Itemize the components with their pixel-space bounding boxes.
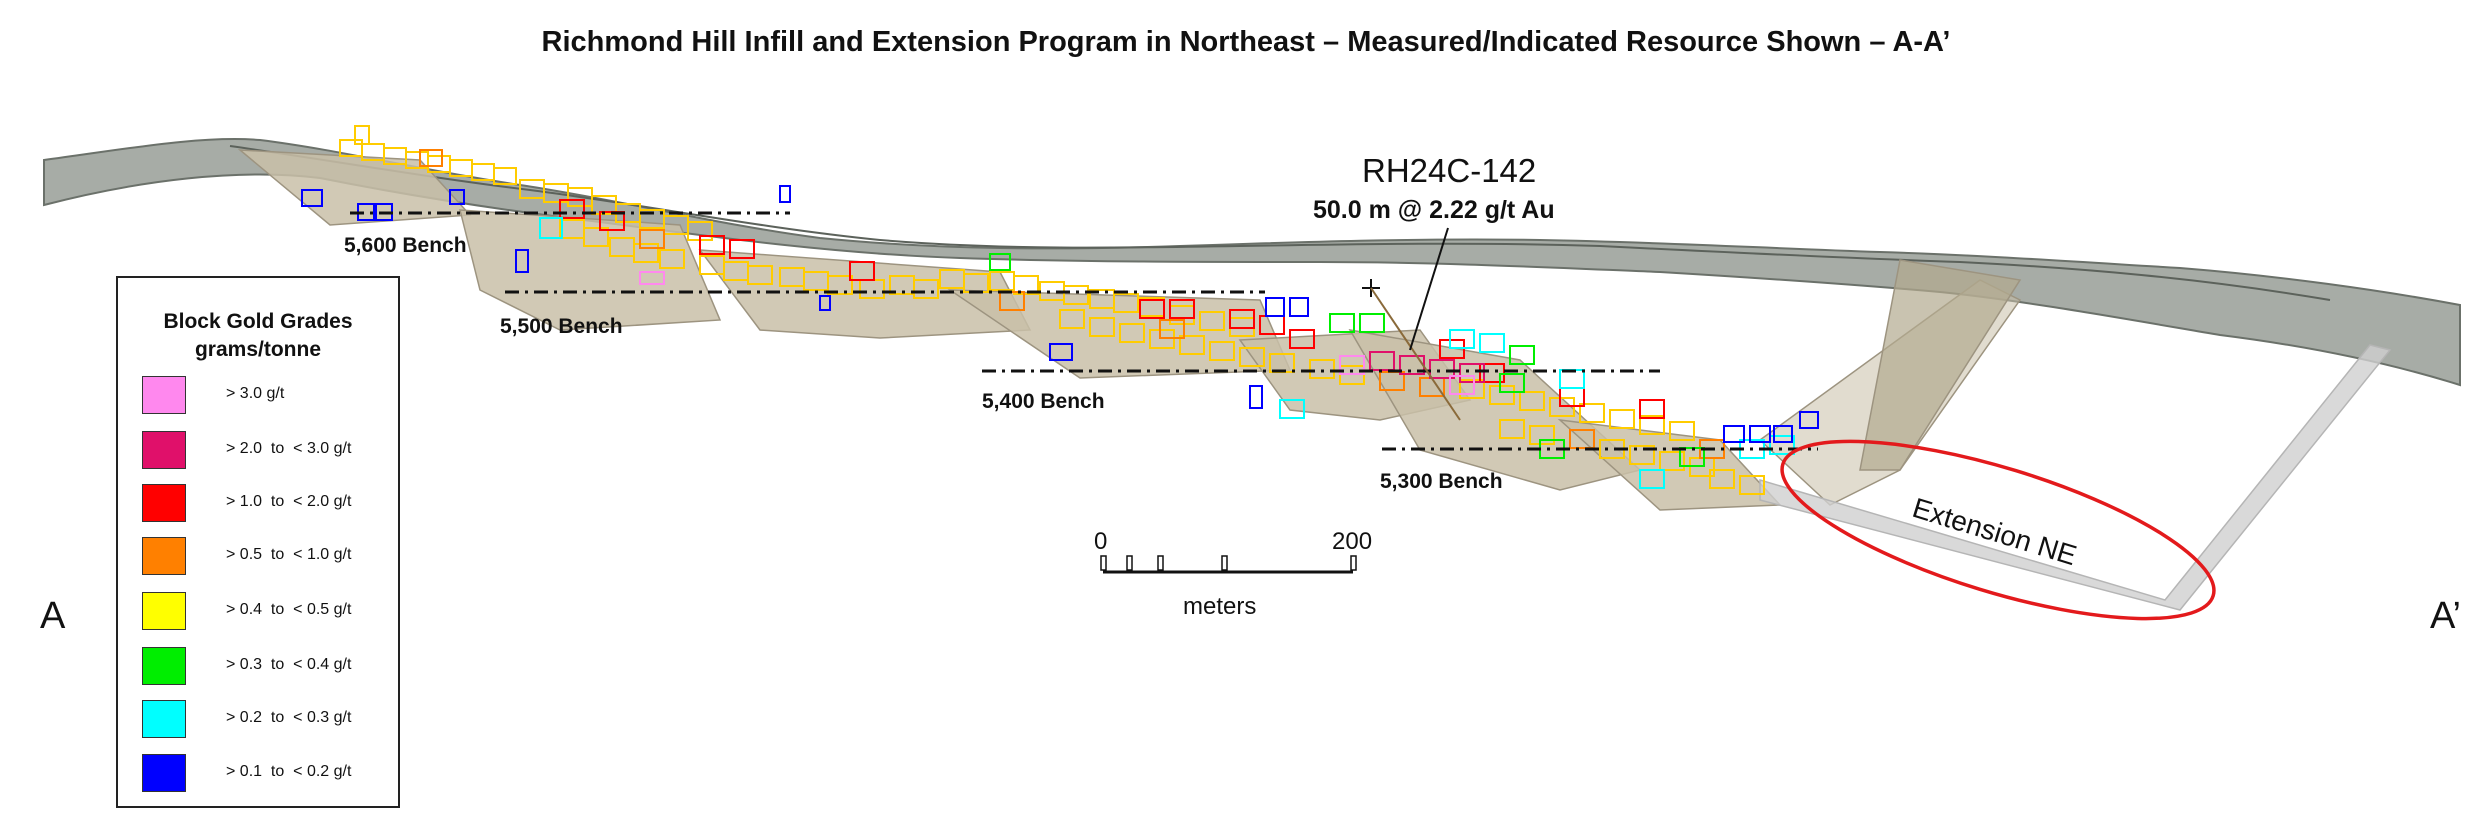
drill-intercept: 50.0 m @ 2.22 g/t Au [1313, 196, 1555, 224]
legend-swatch [142, 431, 186, 469]
legend-swatch [142, 592, 186, 630]
legend-item-label: > 2.0 to < 3.0 g/t [226, 440, 352, 457]
bench-label-5400: 5,400 Bench [982, 390, 1105, 413]
grade-legend: Block Gold Grades grams/tonne > 3.0 g/t … [116, 276, 400, 808]
extension-ghost-pit [1759, 344, 2392, 611]
legend-item: > 2.0 to < 3.0 g/t [142, 431, 392, 471]
legend-item-label: > 0.4 to < 0.5 g/t [226, 601, 352, 618]
legend-item-label: > 3.0 g/t [226, 385, 285, 402]
legend-title-line1: Block Gold Grades [163, 310, 353, 333]
scale-end-label: 200 [1332, 528, 1373, 555]
legend-swatch [142, 376, 186, 414]
legend-title: Block Gold Grades grams/tonne [118, 308, 398, 364]
legend-item-label: > 1.0 to < 2.0 g/t [226, 493, 352, 510]
scale-bar [1100, 555, 1357, 574]
bench-label-5300: 5,300 Bench [1380, 470, 1503, 493]
legend-item-label: > 0.5 to < 1.0 g/t [226, 546, 352, 563]
extension-ne-ellipse [1780, 439, 2216, 621]
legend-item: > 0.1 to < 0.2 g/t [142, 754, 392, 794]
bench-label-5500: 5,500 Bench [500, 315, 623, 338]
topography-crest-line [229, 145, 2331, 301]
legend-item: > 3.0 g/t [142, 376, 392, 416]
drill-hole-leader [1409, 227, 1449, 351]
section-label-a-prime: A’ [2430, 595, 2461, 637]
section-label-a: A [40, 595, 66, 637]
bench-label-5600: 5,600 Bench [344, 234, 467, 257]
legend-swatch [142, 537, 186, 575]
figure-title: Richmond Hill Infill and Extension Progr… [541, 26, 1951, 58]
legend-swatch [142, 700, 186, 738]
legend-item: > 1.0 to < 2.0 g/t [142, 484, 392, 524]
bench-lines [350, 211, 1818, 451]
legend-item-label: > 0.1 to < 0.2 g/t [226, 763, 352, 780]
grade-blocks [301, 125, 1819, 495]
legend-item: > 0.2 to < 0.3 g/t [142, 700, 392, 740]
legend-swatch [142, 647, 186, 685]
drill-hole-trace [1370, 287, 1461, 421]
legend-title-line2: grams/tonne [194, 338, 322, 361]
legend-item-label: > 0.3 to < 0.4 g/t [226, 656, 352, 673]
legend-item: > 0.5 to < 1.0 g/t [142, 537, 392, 577]
legend-swatch [142, 484, 186, 522]
legend-item-label: > 0.2 to < 0.3 g/t [226, 709, 352, 726]
scale-start-label: 0 [1094, 528, 1108, 555]
scale-unit-label: meters [1183, 593, 1257, 620]
drill-hole-id: RH24C-142 [1362, 152, 1537, 189]
legend-item: > 0.3 to < 0.4 g/t [142, 647, 392, 687]
legend-swatch [142, 754, 186, 792]
legend-item: > 0.4 to < 0.5 g/t [142, 592, 392, 632]
